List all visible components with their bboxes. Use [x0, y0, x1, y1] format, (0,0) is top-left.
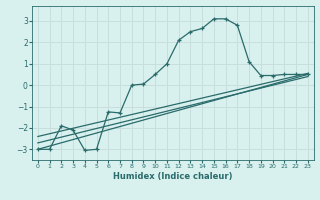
X-axis label: Humidex (Indice chaleur): Humidex (Indice chaleur) [113, 172, 233, 181]
